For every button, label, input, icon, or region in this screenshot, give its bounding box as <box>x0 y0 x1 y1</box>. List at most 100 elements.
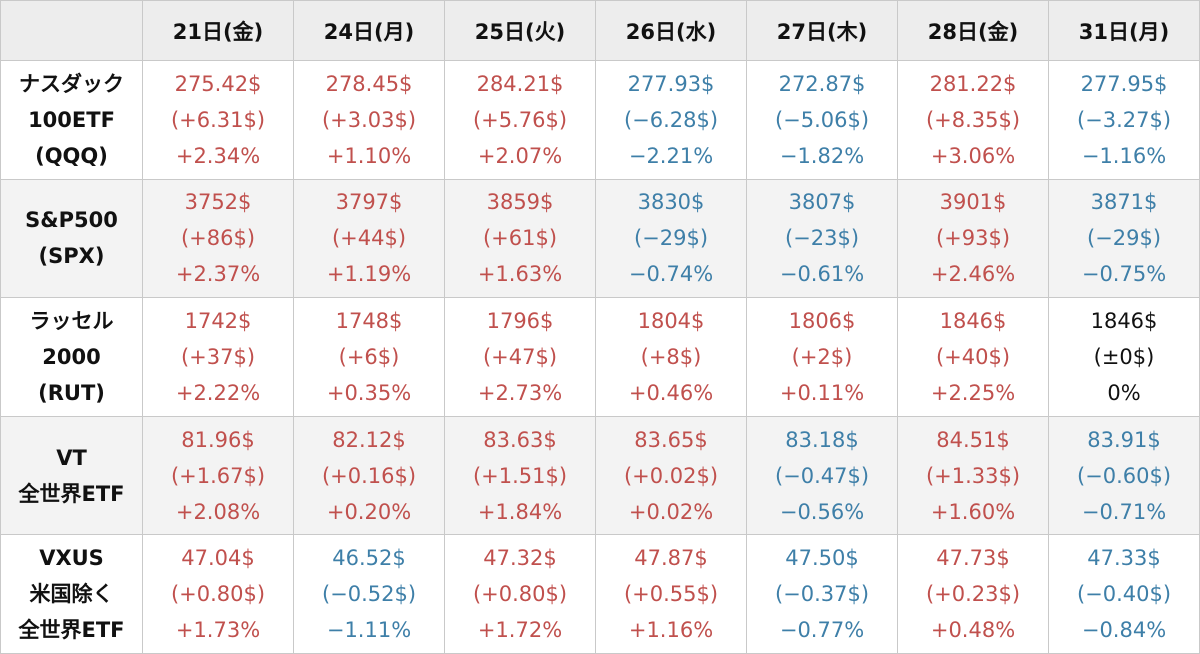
value-pct: +2.22% <box>175 380 261 405</box>
value-cell: 1796$ (+47$) +2.73% <box>444 297 596 417</box>
value-cell: 3752$ (+86$) +2.37% <box>142 178 294 299</box>
row-label-line: 2000 <box>42 344 101 369</box>
value-cell: 277.93$ (−6.28$) −2.21% <box>595 60 747 180</box>
value-cell: 3859$ (+61$) +1.63% <box>444 178 596 299</box>
row-label-cell: VT 全世界ETF <box>0 415 143 536</box>
row-label-line: S&P500 <box>25 208 118 233</box>
value-pct: +1.73% <box>175 618 261 643</box>
value-change: (−29$) <box>633 226 709 251</box>
value-pct: +1.19% <box>326 262 412 287</box>
value-price: 47.87$ <box>634 546 708 571</box>
value-pct: +1.72% <box>477 618 563 643</box>
value-cell: 83.65$ (+0.02$) +0.02% <box>595 415 747 536</box>
value-change: (+0.16$) <box>321 463 417 488</box>
value-pct: +1.63% <box>477 262 563 287</box>
value-pct: +2.73% <box>477 380 563 405</box>
value-price: 3859$ <box>486 190 554 215</box>
row-label-line: (SPX) <box>38 244 105 269</box>
value-price: 278.45$ <box>325 71 413 96</box>
value-pct: −0.74% <box>628 262 714 287</box>
value-cell: 47.50$ (−0.37$) −0.77% <box>746 534 898 654</box>
value-cell: 3901$ (+93$) +2.46% <box>897 178 1049 299</box>
value-pct: −0.71% <box>1081 499 1167 524</box>
value-cell: 1742$ (+37$) +2.22% <box>142 297 294 417</box>
value-pct: +1.16% <box>628 618 714 643</box>
row-label-cell: VXUS 米国除く 全世界ETF <box>0 534 143 654</box>
value-cell: 1806$ (+2$) +0.11% <box>746 297 898 417</box>
value-price: 84.51$ <box>936 427 1010 452</box>
value-cell: 3807$ (−23$) −0.61% <box>746 178 898 299</box>
value-change: (±0$) <box>1093 344 1155 369</box>
value-cell: 3797$ (+44$) +1.19% <box>293 178 445 299</box>
row-label-line: 米国除く <box>29 582 114 607</box>
value-change: (−0.40$) <box>1076 582 1172 607</box>
row-label-line: ラッセル <box>29 308 114 333</box>
header-date-1: 21日(金) <box>142 0 294 61</box>
value-pct: 0% <box>1107 380 1141 405</box>
value-pct: +0.35% <box>326 380 412 405</box>
value-cell: 3830$ (−29$) −0.74% <box>595 178 747 299</box>
value-price: 3797$ <box>335 190 403 215</box>
value-price: 1748$ <box>335 308 403 333</box>
value-price: 1846$ <box>1090 308 1158 333</box>
value-cell: 84.51$ (+1.33$) +1.60% <box>897 415 1049 536</box>
value-change: (+1.51$) <box>472 463 568 488</box>
value-cell: 47.87$ (+0.55$) +1.16% <box>595 534 747 654</box>
value-price: 83.91$ <box>1087 427 1161 452</box>
header-date-3: 25日(火) <box>444 0 596 61</box>
table-row: VT 全世界ETF 81.96$ (+1.67$) +2.08% 82.12$ (+0.16… <box>0 415 1200 536</box>
value-price: 47.04$ <box>181 546 255 571</box>
value-change: (−0.47$) <box>774 463 870 488</box>
value-price: 1742$ <box>184 308 252 333</box>
value-cell: 272.87$ (−5.06$) −1.82% <box>746 60 898 180</box>
value-price: 46.52$ <box>332 546 406 571</box>
value-cell: 278.45$ (+3.03$) +1.10% <box>293 60 445 180</box>
row-label-line: 全世界ETF <box>18 481 125 506</box>
value-price: 277.93$ <box>627 71 715 96</box>
value-cell: 82.12$ (+0.16$) +0.20% <box>293 415 445 536</box>
value-pct: +0.46% <box>628 380 714 405</box>
value-change: (−6.28$) <box>623 107 719 132</box>
value-cell: 1846$ (+40$) +2.25% <box>897 297 1049 417</box>
row-label-line: VT <box>56 445 87 470</box>
value-pct: +0.20% <box>326 499 412 524</box>
value-cell: 47.73$ (+0.23$) +0.48% <box>897 534 1049 654</box>
value-price: 83.18$ <box>785 427 859 452</box>
value-cell: 1804$ (+8$) +0.46% <box>595 297 747 417</box>
value-pct: −0.75% <box>1081 262 1167 287</box>
value-price: 1804$ <box>637 308 705 333</box>
value-change: (+8.35$) <box>925 107 1021 132</box>
table-row: S&P500 (SPX) 3752$ (+86$) +2.37% 3797$ (+44$) +… <box>0 178 1200 299</box>
table-row: VXUS 米国除く 全世界ETF 47.04$ (+0.80$) +1.73% 46.52$… <box>0 534 1200 654</box>
value-cell: 3871$ (−29$) −0.75% <box>1048 178 1200 299</box>
value-change: (+6$) <box>338 344 400 369</box>
value-cell: 284.21$ (+5.76$) +2.07% <box>444 60 596 180</box>
value-change: (+8$) <box>640 344 702 369</box>
value-pct: −0.77% <box>779 618 865 643</box>
value-price: 82.12$ <box>332 427 406 452</box>
value-price: 277.95$ <box>1080 71 1168 96</box>
value-pct: −1.11% <box>326 618 412 643</box>
value-price: 47.32$ <box>483 546 557 571</box>
value-pct: −0.56% <box>779 499 865 524</box>
value-price: 1796$ <box>486 308 554 333</box>
value-cell: 47.04$ (+0.80$) +1.73% <box>142 534 294 654</box>
header-corner-cell <box>0 0 143 61</box>
table-row: ラッセル 2000 (RUT) 1742$ (+37$) +2.22% 1748$ (+6$)… <box>0 297 1200 417</box>
value-change: (−0.52$) <box>321 582 417 607</box>
row-label-line: ナスダック <box>19 71 124 96</box>
value-price: 81.96$ <box>181 427 255 452</box>
value-price: 47.73$ <box>936 546 1010 571</box>
value-pct: +1.10% <box>326 143 412 168</box>
value-change: (+1.33$) <box>925 463 1021 488</box>
value-change: (+86$) <box>180 226 256 251</box>
value-change: (+0.80$) <box>472 582 568 607</box>
value-pct: +3.06% <box>930 143 1016 168</box>
row-label-line: 100ETF <box>28 107 115 132</box>
value-price: 47.33$ <box>1087 546 1161 571</box>
value-price: 1846$ <box>939 308 1007 333</box>
value-price: 3752$ <box>184 190 252 215</box>
value-cell: 83.63$ (+1.51$) +1.84% <box>444 415 596 536</box>
value-change: (+0.55$) <box>623 582 719 607</box>
